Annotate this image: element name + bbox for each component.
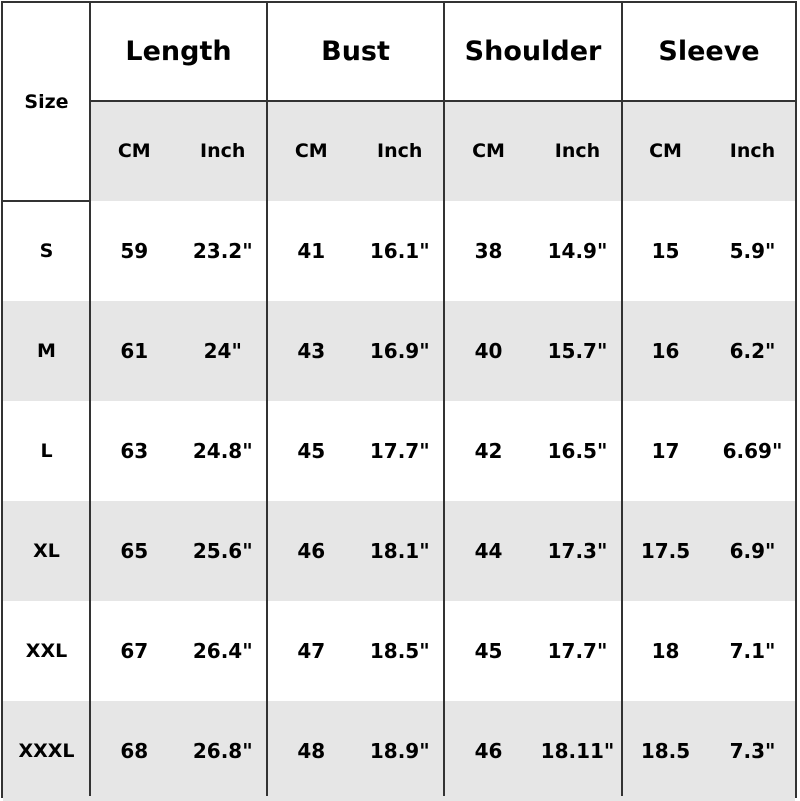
unit-header: Inch [377,140,423,162]
table-cell: 44 [474,539,503,563]
size-label: S [39,240,54,262]
table-cell: 25.6" [192,539,253,563]
group-header-bust: Bust [321,36,390,67]
column-divider [443,3,445,796]
table-cell: 16.5" [547,439,608,463]
table-cell: 46 [297,539,326,563]
table-cell: 17.7" [369,439,430,463]
table-cell: 45 [297,439,326,463]
table-cell: 18.5" [369,639,430,663]
table-cell: 23.2" [192,239,253,263]
table-cell: 6.2" [729,339,776,363]
table-cell: 59 [120,239,149,263]
table-cell: 7.1" [729,639,776,663]
size-label: M [37,340,56,362]
group-header-shoulder: Shoulder [464,36,602,67]
table-cell: 40 [474,339,503,363]
table-cell: 6.9" [729,539,776,563]
table-cell: 5.9" [729,239,776,263]
size-header: Size [24,90,69,113]
table-cell: 26.4" [192,639,253,663]
table-cell: 18.5 [640,739,691,763]
table-cell: 16.9" [369,339,430,363]
table-cell: 63 [120,439,149,463]
size-header-divider [3,200,90,202]
table-cell: 41 [297,239,326,263]
unit-header: CM [117,140,151,162]
table-cell: 42 [474,439,503,463]
table-cell: 45 [474,639,503,663]
table-cell: 6.69" [722,439,783,463]
table-cell: 47 [297,639,326,663]
group-header-length: Length [125,36,232,67]
table-cell: 24" [203,339,242,363]
table-cell: 61 [120,339,149,363]
table-cell: 18.11" [540,739,615,763]
unit-header: CM [294,140,328,162]
table-cell: 65 [120,539,149,563]
unit-header: CM [649,140,682,162]
table-cell: 14.9" [547,239,608,263]
header-divider [90,100,795,102]
unit-header: Inch [554,140,601,162]
table-cell: 18 [651,639,680,663]
table-cell: 24.8" [192,439,253,463]
size-label: XXXL [18,740,75,762]
table-cell: 26.8" [192,739,253,763]
table-cell: 68 [120,739,149,763]
table-cell: 17.5 [640,539,691,563]
row-band [3,301,795,401]
table-cell: 38 [474,239,503,263]
table-cell: 46 [474,739,503,763]
table-cell: 7.3" [729,739,776,763]
column-divider [266,3,268,796]
column-divider [621,3,623,796]
table-cell: 17 [651,439,680,463]
table-cell: 67 [120,639,149,663]
table-cell: 16.1" [369,239,430,263]
unit-header: Inch [729,140,776,162]
group-header-sleeve: Sleeve [658,36,760,67]
column-divider [89,3,91,796]
size-label: L [40,440,53,462]
unit-header: Inch [200,140,246,162]
size-label: XXL [25,640,68,662]
table-cell: 15 [651,239,680,263]
table-cell: 18.9" [369,739,430,763]
table-cell: 43 [297,339,326,363]
subheader-band [90,101,795,201]
table-cell: 16 [651,339,680,363]
row-band [3,501,795,601]
unit-header: CM [472,140,505,162]
table-cell: 15.7" [547,339,608,363]
table-cell: 18.1" [369,539,430,563]
table-cell: 17.7" [547,639,608,663]
row-band [3,701,795,801]
table-cell: 48 [297,739,326,763]
size-label: XL [33,540,60,562]
table-cell: 17.3" [547,539,608,563]
